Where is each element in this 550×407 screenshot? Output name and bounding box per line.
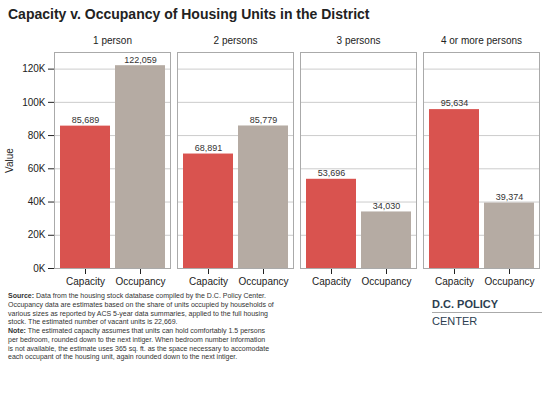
svg-text:95,634: 95,634 — [441, 98, 469, 108]
svg-text:68,891: 68,891 — [195, 143, 223, 153]
svg-text:Capacity: Capacity — [189, 276, 228, 287]
html-text:Source: Data from the housing: Source: Data from the housing stock data… — [8, 292, 266, 299]
svg-text:120K: 120K — [22, 63, 46, 74]
html-text:Capacity v. Occupancy of Housi: Capacity v. Occupancy of Housing Units i… — [8, 6, 370, 22]
svg-text:Occupancy: Occupancy — [361, 276, 411, 287]
html-text:per bedroom, rounded down to t: per bedroom, rounded down to the next in… — [8, 335, 266, 343]
html-text:each occupant of the housing u: each occupant of the housing unit, again… — [8, 353, 238, 361]
svg-text:85,779: 85,779 — [250, 115, 278, 125]
svg-text:53,696: 53,696 — [318, 168, 346, 178]
svg-text:20K: 20K — [28, 229, 46, 240]
svg-text:122,059: 122,059 — [124, 55, 157, 65]
svg-text:4 or more persons: 4 or more persons — [441, 35, 522, 46]
svg-text:85,689: 85,689 — [72, 115, 100, 125]
svg-text:Capacity: Capacity — [66, 276, 105, 287]
svg-text:100K: 100K — [22, 97, 46, 108]
svg-text:Occupancy: Occupancy — [484, 276, 534, 287]
html-text:various sizes as reported by A: various sizes as reported by ACS 5-year … — [8, 309, 268, 317]
svg-text:Value: Value — [4, 148, 15, 173]
svg-text:Capacity: Capacity — [312, 276, 351, 287]
html-text:D.C. POLICY: D.C. POLICY — [432, 298, 498, 310]
svg-text:40K: 40K — [28, 196, 46, 207]
html-text:Note: The estimated capacity a: Note: The estimated capacity assumes tha… — [8, 327, 266, 334]
svg-text:3 persons: 3 persons — [337, 35, 381, 46]
svg-text:80K: 80K — [28, 130, 46, 141]
svg-text:1 person: 1 person — [93, 35, 132, 46]
svg-text:Occupancy: Occupancy — [115, 276, 165, 287]
svg-text:0K: 0K — [33, 263, 46, 274]
svg-text:39,374: 39,374 — [496, 192, 524, 202]
html-text:CENTER: CENTER — [432, 315, 478, 327]
html-text:is not available, the estimate: is not available, the estimate uses 365 … — [8, 344, 270, 352]
svg-text:2 persons: 2 persons — [214, 35, 258, 46]
svg-text:34,030: 34,030 — [373, 201, 401, 211]
html-text:stock. The estimated number of: stock. The estimated number of vacant un… — [8, 318, 178, 326]
svg-text:Occupancy: Occupancy — [238, 276, 288, 287]
svg-text:Capacity: Capacity — [435, 276, 474, 287]
svg-text:60K: 60K — [28, 163, 46, 174]
html-text:Occupancy data are estimates b: Occupancy data are estimates based on th… — [8, 300, 274, 308]
